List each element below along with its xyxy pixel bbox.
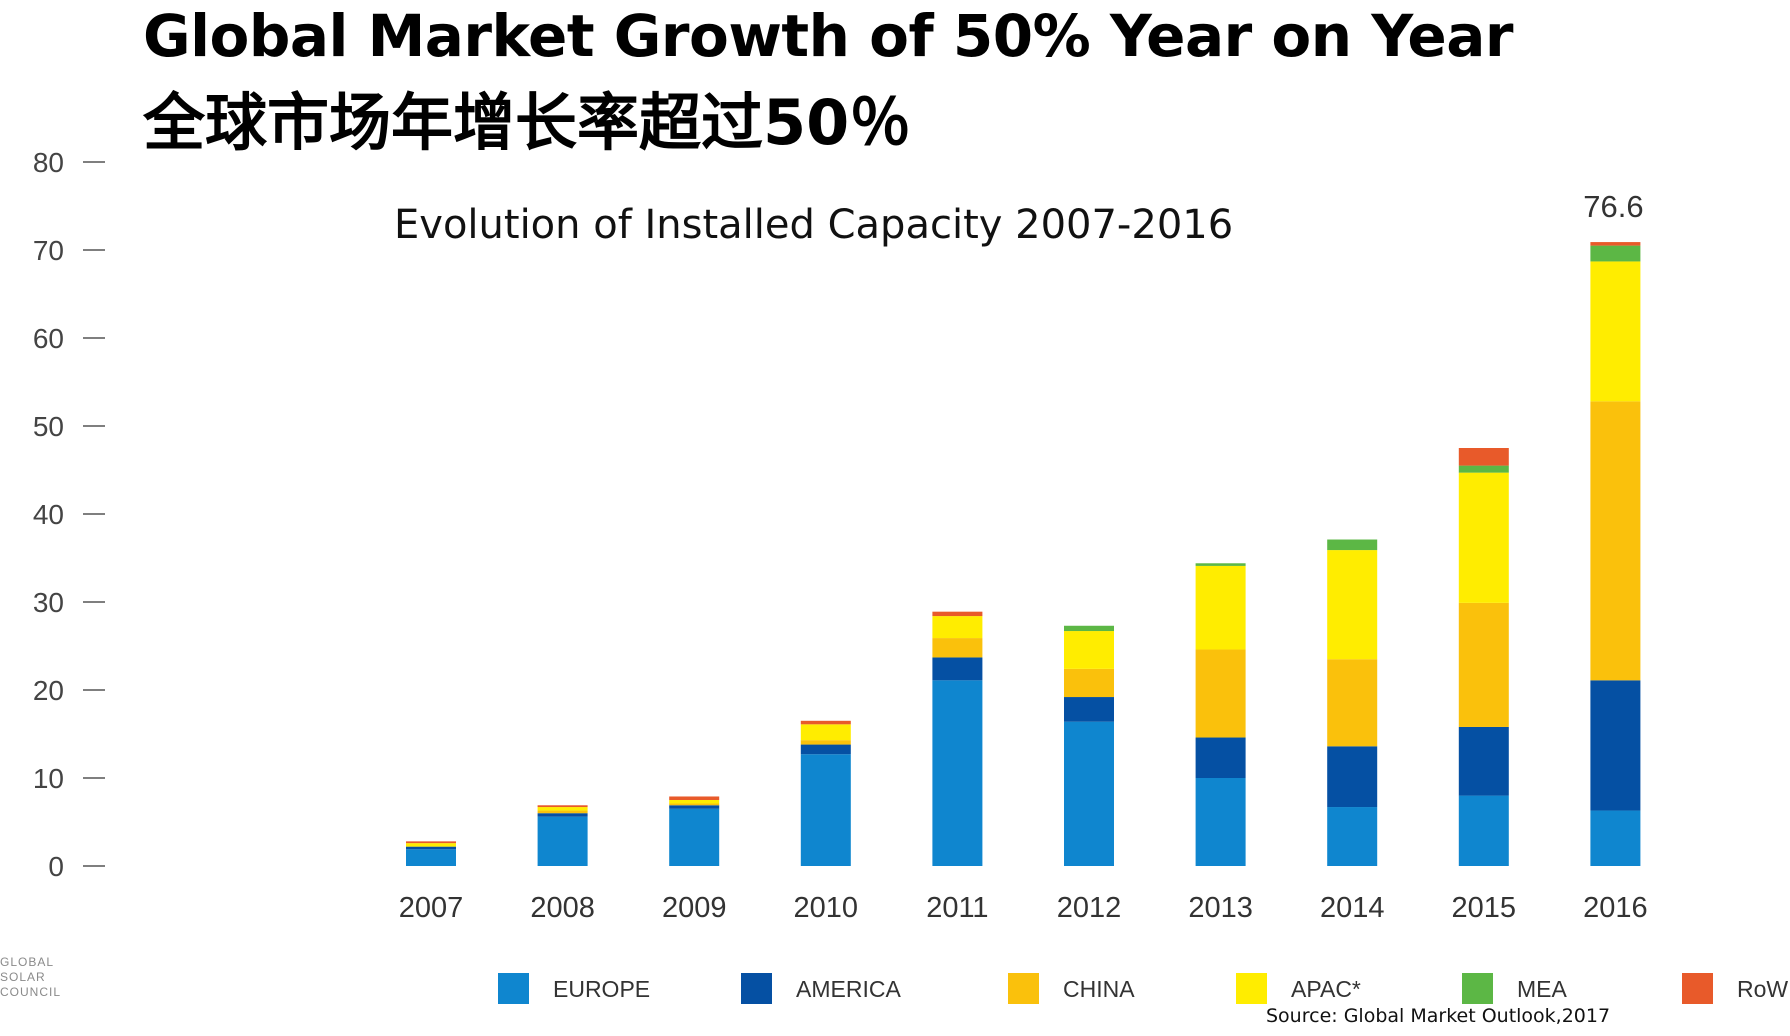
legend-label: APAC* — [1291, 976, 1361, 1002]
bar-segment-row-2011 — [932, 611, 983, 617]
logo-line: GLOBAL — [0, 955, 55, 969]
bar-segment-europe-2011 — [932, 680, 983, 866]
bar-segment-america-2012 — [1064, 697, 1114, 722]
bar-segment-mea-2012 — [1064, 625, 1114, 632]
bar-segment-europe-2012 — [1064, 721, 1114, 866]
bar-segment-china-2016 — [1590, 401, 1641, 681]
y-tick-label: 40 — [33, 499, 64, 530]
total-value-label: 76.6 — [1583, 189, 1643, 224]
bar-segment-mea-2015 — [1458, 465, 1509, 473]
bar-segment-row-2009 — [669, 796, 720, 800]
bar-segment-mea-2016 — [1590, 245, 1641, 262]
bar-segment-row-2007 — [406, 841, 456, 844]
x-tick-label: 2013 — [1188, 892, 1253, 924]
y-tick-label: 20 — [33, 675, 64, 706]
gsc-logo: GLOBAL SOLAR COUNCIL — [0, 955, 61, 1000]
y-tick-label: 0 — [48, 851, 64, 882]
bar-segment-america-2011 — [932, 657, 983, 681]
x-tick-label: 2008 — [530, 892, 595, 924]
x-tick-label: 2009 — [662, 892, 727, 924]
y-tick-label: 30 — [33, 587, 64, 618]
bar-segment-america-2014 — [1327, 746, 1378, 808]
bar-segment-apac-2008 — [537, 807, 588, 811]
y-tick-label: 70 — [33, 235, 64, 266]
x-tick-label: 2012 — [1057, 892, 1122, 924]
bar-segment-europe-2009 — [669, 808, 720, 866]
bar-segment-europe-2013 — [1195, 778, 1246, 866]
x-tick-label: 2011 — [926, 892, 988, 924]
source-note: Source: Global Market Outlook,2017 — [1266, 1005, 1611, 1027]
logo-line: COUNCIL — [0, 985, 62, 999]
bar-segment-china-2014 — [1327, 659, 1378, 747]
bar-segment-europe-2014 — [1327, 807, 1378, 866]
bar-segment-apac-2015 — [1458, 472, 1509, 603]
y-tick-label: 50 — [33, 411, 64, 442]
y-tick-label: 60 — [33, 323, 64, 354]
bar-segment-china-2009 — [669, 803, 720, 806]
legend-swatch — [498, 973, 529, 1004]
bar-segment-europe-2016 — [1590, 810, 1641, 866]
annotations-group: 76.6 — [1583, 189, 1643, 224]
page-title: Global Market Growth of 50% Year on Year — [143, 2, 1513, 70]
bar-segment-europe-2010 — [800, 754, 851, 866]
legend-label: AMERICA — [796, 976, 901, 1002]
x-tick-label: 2010 — [794, 892, 859, 924]
legend-swatch — [1236, 973, 1267, 1004]
bar-segment-apac-2014 — [1327, 550, 1378, 660]
bar-segment-europe-2008 — [537, 816, 588, 866]
bar-segment-apac-2012 — [1064, 631, 1114, 669]
x-axis: 2007 2008 2009 2010 2011 2012 2013 2014 2015 2016 — [399, 892, 1648, 924]
bar-segment-apac-2016 — [1590, 261, 1641, 402]
y-tick-label: 80 — [33, 147, 64, 178]
bar-segment-row-2008 — [537, 805, 588, 808]
bar-segment-america-2007 — [406, 846, 456, 850]
y-axis: 0 10 20 30 40 50 60 70 80 — [33, 147, 105, 882]
bar-segment-america-2016 — [1590, 680, 1641, 811]
bar-segment-china-2008 — [537, 810, 588, 814]
legend-label: CHINA — [1063, 976, 1135, 1002]
legend-swatch — [741, 973, 772, 1004]
bar-segment-america-2008 — [537, 813, 588, 817]
bar-segment-europe-2015 — [1458, 795, 1509, 866]
bar-segment-apac-2007 — [406, 843, 456, 847]
bar-segment-america-2013 — [1195, 737, 1246, 778]
bar-segment-america-2010 — [800, 744, 851, 755]
bar-segment-mea-2014 — [1327, 539, 1378, 551]
bar-segment-china-2015 — [1458, 602, 1509, 727]
legend-swatch — [1682, 973, 1713, 1004]
legend-swatch — [1008, 973, 1039, 1004]
bar-segment-america-2015 — [1458, 726, 1509, 796]
bar-segment-apac-2009 — [669, 800, 720, 804]
page-subtitle-chinese: 全球市场年增长率超过50％ — [143, 86, 912, 159]
legend-label: MEA — [1517, 976, 1568, 1002]
bar-segment-china-2011 — [932, 638, 983, 658]
legend-label: EUROPE — [553, 976, 650, 1002]
x-tick-label: 2015 — [1452, 892, 1517, 924]
bars-group — [406, 242, 1641, 866]
x-tick-label: 2014 — [1320, 892, 1385, 924]
bar-segment-row-2016 — [1590, 242, 1641, 246]
chart-title: Evolution of Installed Capacity 2007-201… — [394, 202, 1234, 248]
legend-label: RoW — [1737, 976, 1788, 1002]
y-tick-label: 10 — [33, 763, 64, 794]
legend-swatch — [1462, 973, 1493, 1004]
logo-line: SOLAR — [0, 970, 46, 984]
bar-segment-america-2009 — [669, 805, 720, 809]
bar-segment-china-2013 — [1195, 649, 1246, 738]
bar-segment-row-2015 — [1458, 448, 1509, 466]
bar-segment-apac-2010 — [800, 724, 851, 741]
bar-segment-europe-2007 — [406, 849, 456, 866]
x-tick-label: 2007 — [399, 892, 464, 924]
bar-segment-apac-2013 — [1195, 565, 1246, 650]
bar-segment-china-2010 — [800, 740, 851, 745]
bar-segment-mea-2013 — [1195, 563, 1246, 566]
bar-segment-apac-2011 — [932, 616, 983, 639]
bar-segment-row-2010 — [800, 720, 851, 725]
legend: EUROPE AMERICA CHINA APAC* MEA RoW — [498, 973, 1788, 1004]
x-tick-label: 2016 — [1583, 892, 1648, 924]
bar-segment-china-2012 — [1064, 668, 1114, 698]
